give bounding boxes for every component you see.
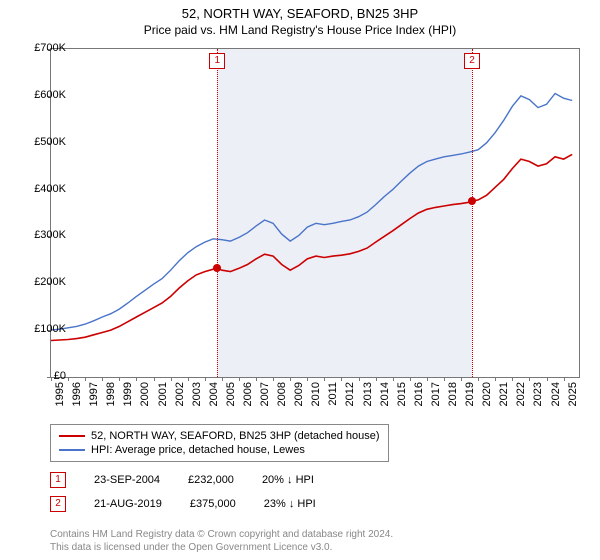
x-tick-label: 2021 (498, 382, 510, 406)
x-tick-label: 2022 (515, 382, 527, 406)
event-line (217, 49, 218, 377)
plot-area: 12 (50, 48, 580, 378)
x-tick-label: 2014 (379, 382, 391, 406)
footer: Contains HM Land Registry data © Crown c… (50, 528, 393, 554)
sale-diff: 23% ↓ HPI (264, 498, 316, 510)
sale-date: 21-AUG-2019 (94, 498, 162, 510)
y-tick-label: £600K (20, 89, 66, 101)
y-tick-label: £500K (20, 136, 66, 148)
x-tick-label: 1996 (71, 382, 83, 406)
x-tick-label: 2020 (481, 382, 493, 406)
y-tick-label: £400K (20, 183, 66, 195)
x-tick-label: 2009 (293, 382, 305, 406)
sale-marker-icon: 2 (50, 496, 66, 512)
chart-container: 52, NORTH WAY, SEAFORD, BN25 3HP Price p… (0, 0, 600, 560)
footer-line: Contains HM Land Registry data © Crown c… (50, 528, 393, 541)
x-tick-label: 2025 (567, 382, 579, 406)
legend-swatch (59, 435, 85, 437)
x-tick-label: 2023 (532, 382, 544, 406)
sale-row: 2 21-AUG-2019 £375,000 23% ↓ HPI (50, 496, 316, 512)
chart-subtitle: Price paid vs. HM Land Registry's House … (0, 21, 600, 37)
x-tick-label: 2002 (174, 382, 186, 406)
x-tick-label: 2007 (259, 382, 271, 406)
sale-date: 23-SEP-2004 (94, 474, 160, 486)
event-line (472, 49, 473, 377)
x-tick-label: 1995 (54, 382, 66, 406)
sale-marker-icon: 1 (50, 472, 66, 488)
x-tick-label: 2006 (242, 382, 254, 406)
sale-dot-icon (213, 264, 221, 272)
legend: 52, NORTH WAY, SEAFORD, BN25 3HP (detach… (50, 424, 389, 462)
line-layer (51, 49, 579, 377)
sale-price: £375,000 (190, 498, 236, 510)
x-tick-label: 2004 (208, 382, 220, 406)
x-tick-label: 2005 (225, 382, 237, 406)
legend-item: HPI: Average price, detached house, Lewe… (59, 443, 380, 457)
x-tick-label: 2012 (344, 382, 356, 406)
x-tick-label: 2018 (447, 382, 459, 406)
x-tick-label: 1999 (122, 382, 134, 406)
y-tick-label: £300K (20, 229, 66, 241)
sale-price: £232,000 (188, 474, 234, 486)
event-marker-icon: 2 (464, 53, 480, 69)
x-tick-label: 1998 (105, 382, 117, 406)
x-tick-label: 2010 (310, 382, 322, 406)
x-tick-label: 2011 (327, 382, 339, 406)
y-tick-label: £200K (20, 276, 66, 288)
footer-line: This data is licensed under the Open Gov… (50, 541, 393, 554)
x-tick-label: 2008 (276, 382, 288, 406)
legend-label: 52, NORTH WAY, SEAFORD, BN25 3HP (detach… (91, 430, 380, 442)
sale-diff: 20% ↓ HPI (262, 474, 314, 486)
y-tick-label: £700K (20, 42, 66, 54)
x-tick-label: 2019 (464, 382, 476, 406)
y-tick-label: £0 (20, 370, 66, 382)
x-tick-label: 2013 (362, 382, 374, 406)
x-tick-label: 2016 (413, 382, 425, 406)
event-marker-icon: 1 (209, 53, 225, 69)
series-line (51, 94, 572, 331)
x-tick-label: 2001 (157, 382, 169, 406)
x-tick-label: 2015 (396, 382, 408, 406)
chart-title: 52, NORTH WAY, SEAFORD, BN25 3HP (0, 0, 600, 21)
legend-label: HPI: Average price, detached house, Lewe… (91, 444, 305, 456)
sale-dot-icon (468, 197, 476, 205)
legend-swatch (59, 449, 85, 451)
x-tick-label: 1997 (88, 382, 100, 406)
legend-item: 52, NORTH WAY, SEAFORD, BN25 3HP (detach… (59, 429, 380, 443)
y-tick-label: £100K (20, 323, 66, 335)
x-tick-label: 2017 (430, 382, 442, 406)
x-tick-label: 2000 (139, 382, 151, 406)
x-tick-label: 2024 (550, 382, 562, 406)
sale-row: 1 23-SEP-2004 £232,000 20% ↓ HPI (50, 472, 314, 488)
x-tick-label: 2003 (191, 382, 203, 406)
series-line (51, 154, 572, 340)
